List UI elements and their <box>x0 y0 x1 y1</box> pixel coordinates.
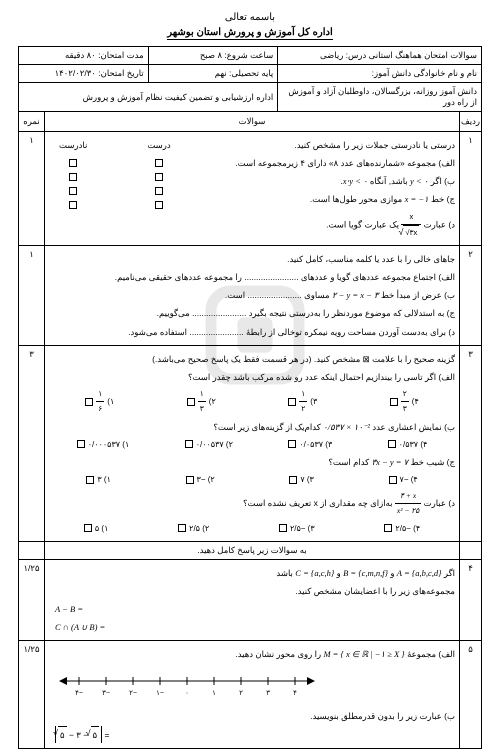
col-soalat: سوالات <box>45 112 460 132</box>
q4-body: اگر A = {a,b,c,d} و B = {c,m,n,f} و C = … <box>45 559 460 641</box>
exam-meta-table: سوالات امتحان هماهنگ استانی درس: ریاضی س… <box>18 46 482 112</box>
svg-text:−۴: −۴ <box>75 690 83 697</box>
question-row: ۵ الف) مجموعهٔ M = { x ∈ ℝ | −۱ ≥ X } را… <box>19 641 482 749</box>
question-row: ۳ گزینه صحیح را با علامت ⊠ مشخص کنید. (د… <box>19 345 482 541</box>
svg-text:۲: ۲ <box>239 690 243 697</box>
checkbox[interactable] <box>155 159 163 167</box>
q2-num: ۲ <box>460 246 482 346</box>
number-line: −۴ −۳ −۲ −۱ ۰ ۱ ۲ ۳ ۴ <box>49 665 455 706</box>
meta-date: تاریخ امتحان: ۱۴۰۲/۰۲/۳۰ <box>19 65 149 83</box>
meta-duration: مدت امتحان: ۸۰ دقیقه <box>19 47 149 65</box>
q5-score: ۱/۲۵ <box>19 641 45 749</box>
section-header-row: به سوالات زیر پاسخ کامل دهید. <box>19 541 482 559</box>
q1-a: الف) مجموعه «شمارنده‌های عدد ۸» دارای ۴ … <box>181 155 455 171</box>
q1-intro: درستی یا نادرستی جملات زیر را مشخص کنید. <box>181 137 455 153</box>
questions-table: ردیف سوالات نمره ۱ درستی یا نادرستی جملا… <box>18 111 482 749</box>
checkbox[interactable] <box>155 173 163 181</box>
meta-grade: پایه تحصیلی: نهم <box>148 65 278 83</box>
q1-tf-grid: درست نادرست <box>49 137 171 238</box>
checkbox[interactable] <box>279 524 287 532</box>
checkbox[interactable] <box>178 524 186 532</box>
checkbox[interactable] <box>388 440 396 448</box>
q1-score: ۱ <box>19 132 45 246</box>
checkbox[interactable] <box>390 398 398 406</box>
q1-body: درستی یا نادرستی جملات زیر را مشخص کنید.… <box>45 132 460 246</box>
svg-text:۰: ۰ <box>185 690 189 697</box>
checkbox[interactable] <box>289 476 297 484</box>
bismillah: باسمه تعالی <box>18 12 482 23</box>
checkbox[interactable] <box>155 201 163 209</box>
checkbox[interactable] <box>288 398 296 406</box>
question-row: ۱ درستی یا نادرستی جملات زیر را مشخص کنی… <box>19 132 482 246</box>
question-row: ۴ اگر A = {a,b,c,d} و B = {c,m,n,f} و C … <box>19 559 482 641</box>
q1-num: ۱ <box>460 132 482 246</box>
q3-score: ۳ <box>19 345 45 541</box>
checkbox[interactable] <box>187 398 195 406</box>
question-row: ۲ جاهای خالی را با عدد یا کلمه مناسب، کا… <box>19 246 482 346</box>
checkbox[interactable] <box>384 524 392 532</box>
checkbox[interactable] <box>288 440 296 448</box>
checkbox[interactable] <box>69 201 77 209</box>
checkbox[interactable] <box>186 476 194 484</box>
meta-subject: سوالات امتحان هماهنگ استانی درس: ریاضی <box>278 47 482 65</box>
checkbox[interactable] <box>84 524 92 532</box>
meta-name: نام و نام خانوادگی دانش آموز: <box>278 65 482 83</box>
meta-dept: اداره ارزشیابی و تضمین کیفیت نظام آموزش … <box>19 83 278 112</box>
q4-score: ۱/۲۵ <box>19 559 45 641</box>
checkbox[interactable] <box>85 398 93 406</box>
q1-d: د) عبارت x√۳x یک عبارت گویا است. <box>181 210 455 241</box>
q4-num: ۴ <box>460 559 482 641</box>
q1-c: ج) خط x = −۱ موازی محور طول‌ها است. <box>181 191 455 207</box>
svg-text:۱: ۱ <box>212 690 216 697</box>
q3-num: ۳ <box>460 345 482 541</box>
checkbox[interactable] <box>155 187 163 195</box>
col-radif: ردیف <box>460 112 482 132</box>
checkbox[interactable] <box>69 173 77 181</box>
q5-expr: ۵ − ۳ − ۵ = <box>49 726 455 743</box>
q1-b: ب) اگر y < ۰ باشد, آنگاه x⋅y < ۰. <box>181 173 455 189</box>
q2-score: ۱ <box>19 246 45 346</box>
organization-title: اداره کل آموزش و پرورش استان بوشهر <box>167 27 332 40</box>
checkbox[interactable] <box>185 440 193 448</box>
svg-text:−۲: −۲ <box>129 690 137 697</box>
checkbox[interactable] <box>69 187 77 195</box>
svg-text:۳: ۳ <box>266 690 270 697</box>
q2-body: جاهای خالی را با عدد یا کلمه مناسب، کامل… <box>45 246 460 346</box>
checkbox[interactable] <box>389 476 397 484</box>
q5-num: ۵ <box>460 641 482 749</box>
svg-text:−۳: −۳ <box>102 690 110 697</box>
checkbox[interactable] <box>86 476 94 484</box>
answer-instruction: به سوالات زیر پاسخ کامل دهید. <box>45 541 460 559</box>
meta-start: ساعت شروع: ۸ صبح <box>148 47 278 65</box>
q5-body: الف) مجموعهٔ M = { x ∈ ℝ | −۱ ≥ X } را ر… <box>45 641 460 749</box>
col-nomre: نمره <box>19 112 45 132</box>
svg-text:−۱: −۱ <box>156 690 164 697</box>
checkbox[interactable] <box>69 159 77 167</box>
q3-body: گزینه صحیح را با علامت ⊠ مشخص کنید. (در … <box>45 345 460 541</box>
checkbox[interactable] <box>77 440 85 448</box>
meta-students: دانش آموز روزانه، بزرگسالان، داوطلبان آز… <box>278 83 482 112</box>
svg-text:۴: ۴ <box>293 690 297 697</box>
